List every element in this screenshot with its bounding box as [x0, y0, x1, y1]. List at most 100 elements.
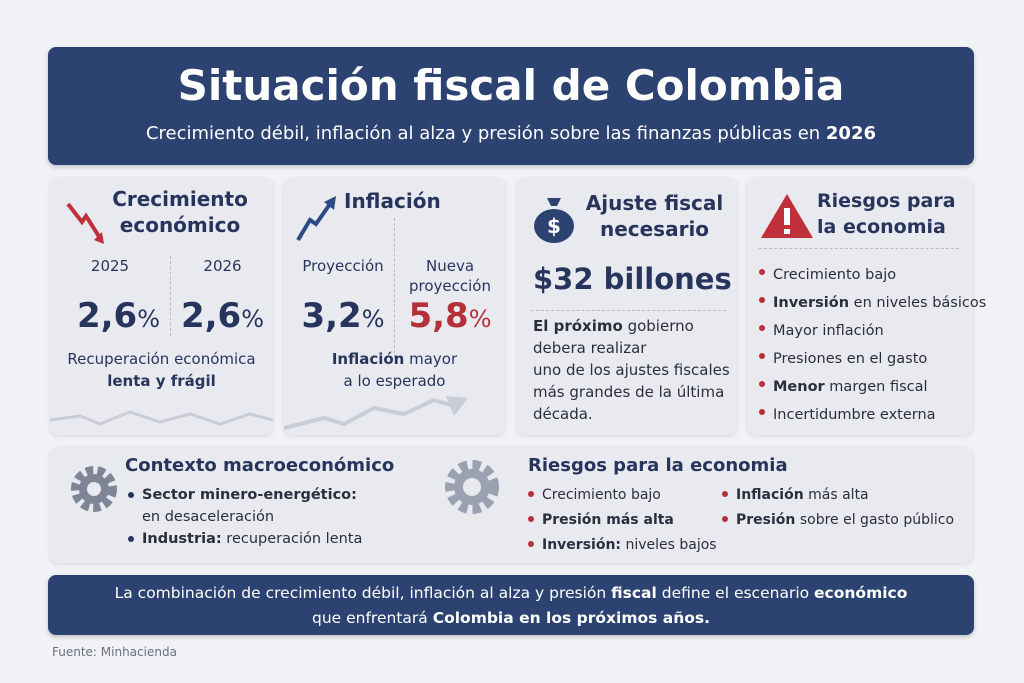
bold-text: Inflación [736, 487, 804, 503]
bullet-item: Sector minero-energético: en desaceleraci… [128, 484, 362, 528]
text-line: Mayor inflación [773, 317, 986, 345]
text-line: más grandes de la última [533, 381, 730, 403]
text-line: Menor margen fiscal [773, 373, 986, 401]
card-note: El próximo gobierno debera realizar uno de… [533, 315, 730, 425]
text-line: Inversión en niveles básicos [773, 289, 986, 317]
text: más grandes de la última [533, 383, 725, 401]
bold-text: Presión [736, 512, 796, 528]
bold-text: 2026 [825, 123, 877, 144]
bold-text: Industria: [142, 531, 222, 547]
risk-column: Crecimiento bajo Presión más alta Inversió… [528, 483, 717, 558]
text-line: Crecimiento bajo [542, 483, 717, 508]
text-line: La combinación de crecimiento débil, inf… [48, 581, 974, 606]
card-inflation: Inflación Proyección 3,2% Nueva proyecció… [284, 178, 505, 435]
bullet-item: Inflación más alta [722, 483, 954, 508]
text-line: Inflación mayor [284, 348, 505, 370]
stat-number: 2,6 [180, 296, 242, 336]
down-arrow-icon [66, 202, 104, 244]
warning-icon [761, 194, 813, 238]
divider [531, 310, 726, 311]
stat-label: Nueva proyección [409, 257, 491, 295]
text: sobre el gasto público [795, 512, 955, 528]
text: define el escenario [656, 584, 815, 602]
stat-unit: % [468, 305, 492, 333]
stat: 2025 2,6% [60, 256, 160, 336]
gear-icon [71, 466, 117, 512]
bullet-item: Presión más alta [528, 508, 717, 533]
bullet-item: Presiones en el gasto [759, 345, 986, 373]
text-line: Industria: recuperación lenta [142, 528, 362, 550]
text: Presiones en el gasto [773, 351, 928, 367]
bullet-item: Menor margen fiscal [759, 373, 986, 401]
divider [394, 218, 395, 358]
divider [759, 248, 959, 249]
text: Crecimiento bajo [773, 267, 897, 283]
title-line: Ajuste fiscal [585, 191, 724, 215]
bullet-item: Presión sobre el gasto público [722, 508, 954, 533]
bullet-item: Mayor inflación [759, 317, 986, 345]
bold-text: Inflación [331, 350, 405, 368]
title-line: económico [119, 213, 241, 237]
stat-value: 5,8% [402, 296, 498, 336]
stat-value: 3,2% [298, 296, 388, 336]
title-line: necesario [599, 217, 710, 241]
wave-decoration [50, 410, 273, 426]
text: Crecimiento débil, inflación al alza y p… [145, 123, 826, 144]
stat: Proyección 3,2% [298, 256, 388, 336]
text-line: Crecimiento bajo [773, 261, 986, 289]
bold-text: El próximo [533, 317, 623, 335]
text-line: Presión sobre el gasto público [736, 508, 954, 533]
text: década. [533, 405, 593, 423]
title-line: Inflación [344, 189, 441, 213]
card-title: Riesgos para la economia [817, 188, 956, 240]
text-line: Recuperación económica [50, 348, 273, 370]
title-line: Crecimiento [112, 187, 248, 211]
bold-text: Inversión [773, 295, 850, 311]
stat-unit: % [361, 305, 385, 333]
text: La combinación de crecimiento débil, inf… [114, 584, 612, 602]
divider [170, 256, 171, 336]
text: mayor [404, 350, 458, 368]
stat-number: 5,8 [408, 296, 469, 336]
stat-value: 2,6% [60, 296, 160, 336]
bullet-item: Inversión: niveles bajos [528, 533, 717, 558]
title: Situación fiscal de Colombia [177, 61, 845, 110]
money-bag-icon: $ [534, 198, 574, 243]
bullet-item: Incertidumbre externa [759, 401, 986, 429]
bullet-item: Industria: recuperación lenta [128, 528, 362, 550]
text-line: Presión más alta [542, 508, 717, 533]
text-line: debera realizar [533, 337, 730, 359]
title-line: Riesgos para [817, 190, 956, 212]
bottom-panel: Contexto macroeconómico Sector minero-en… [50, 447, 973, 563]
card-risks: Riesgos para la economia Crecimiento bajo… [747, 178, 986, 435]
text-line: en desaceleración [142, 506, 362, 528]
card-growth: Crecimiento económico 2025 2,6% 2026 2,6% R… [50, 178, 273, 435]
bold-text: lenta y frágil [107, 372, 216, 390]
stat: 2026 2,6% [180, 256, 265, 336]
card-fiscal: $ Ajuste fiscal necesario $32 billones El… [517, 178, 737, 435]
header: Situación fiscal de Colombia Crecimiento… [48, 47, 974, 165]
stat-value: 2,6% [180, 296, 265, 336]
stat-label: 2025 [90, 257, 130, 275]
text-line: Incertidumbre externa [773, 401, 986, 429]
card-title: Crecimiento económico [90, 186, 270, 238]
text: a lo esperado [343, 372, 446, 390]
card-title: Inflación [344, 188, 441, 214]
text: más alta [803, 487, 869, 503]
text: uno de los ajustes fiscales [533, 361, 730, 379]
text-line: Sector minero-energético: [142, 484, 362, 506]
risk-column: Inflación más alta Presión sobre el gasto… [722, 483, 954, 533]
bold-text: Inversión: [542, 537, 622, 553]
title-line: la economia [817, 216, 946, 238]
card-note: Inflación mayor a lo esperado [284, 348, 505, 392]
text: gobierno [622, 317, 694, 335]
bold-text: Presión más alta [542, 512, 674, 528]
stat-label: 2026 [203, 257, 242, 275]
banner-text: La combinación de crecimiento débil, inf… [48, 581, 974, 631]
stat: Nueva proyección 5,8% [402, 256, 498, 336]
section-title: Contexto macroeconómico [125, 455, 395, 476]
text-line: década. [533, 403, 730, 425]
text-line: uno de los ajustes fiscales [533, 359, 730, 381]
text: Recuperación económica [67, 350, 256, 368]
